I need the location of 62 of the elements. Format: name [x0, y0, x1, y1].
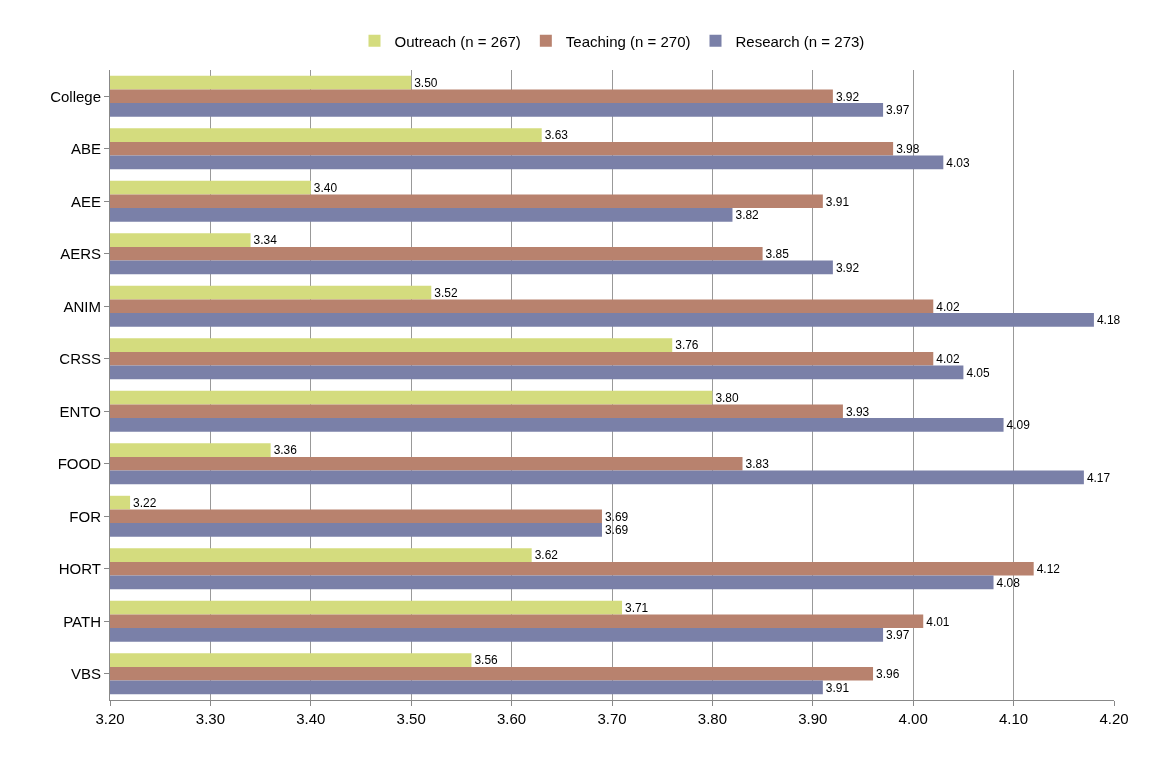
y-tick-label: FOOD	[57, 455, 102, 472]
legend-label: Outreach (n = 267)	[394, 32, 521, 50]
data-label: 4.08	[996, 575, 1021, 590]
data-label: 3.92	[835, 89, 860, 104]
y-tick-label: PATH	[63, 612, 101, 630]
x-tick-label: 3.20	[95, 710, 125, 727]
data-label: 3.92	[835, 260, 860, 275]
data-label: 3.85	[765, 247, 790, 262]
data-label: 3.34	[253, 233, 278, 248]
data-label: 3.40	[313, 180, 338, 195]
data-label: 3.96	[876, 667, 900, 682]
x-tick-label: 3.50	[396, 710, 426, 727]
data-label: 3.93	[845, 404, 870, 419]
y-tick-label: CRSS	[59, 350, 101, 367]
data-label: 3.22	[133, 495, 157, 510]
legend-label: Teaching (n = 270)	[565, 32, 691, 50]
data-label: 3.76	[675, 338, 699, 353]
x-tick-label: 4.10	[999, 710, 1029, 727]
data-label: 3.69	[604, 523, 629, 538]
data-label: 3.52	[434, 285, 458, 300]
data-label: 4.18	[1096, 313, 1121, 328]
data-label: 3.91	[825, 680, 850, 695]
data-label: 3.80	[715, 390, 739, 405]
data-label: 4.17	[1086, 470, 1111, 485]
x-tick-label: 3.30	[195, 710, 225, 727]
data-label: 3.62	[534, 548, 559, 563]
y-tick-label: HORT	[58, 560, 101, 577]
y-tick-label: VBS	[70, 665, 101, 682]
x-tick-label: 3.70	[597, 710, 627, 727]
data-label: 4.09	[1006, 418, 1031, 433]
y-tick-label: ANIM	[63, 297, 101, 315]
x-tick-label: 3.40	[296, 710, 326, 727]
data-label: 3.91	[825, 194, 850, 209]
x-tick-label: 3.60	[497, 710, 527, 727]
data-label: 4.02	[936, 352, 960, 367]
data-label: 3.98	[896, 142, 920, 157]
data-label: 3.50	[414, 75, 438, 90]
y-tick-label: FOR	[69, 507, 102, 525]
y-tick-label: ABE	[70, 140, 101, 157]
x-tick-label: 3.90	[798, 710, 828, 727]
y-tick-label: AEE	[70, 192, 101, 210]
data-label: 3.36	[273, 443, 298, 458]
x-tick-label: 3.80	[697, 710, 727, 727]
data-label: 3.56	[474, 653, 499, 668]
data-label: 3.71	[625, 600, 649, 615]
data-label: 4.05	[966, 365, 990, 380]
data-label: 3.82	[735, 208, 760, 223]
y-tick-label: AERS	[60, 245, 101, 262]
x-tick-label: 4.20	[1099, 710, 1129, 727]
y-tick-label: ENTO	[59, 402, 101, 420]
legend-label: Research (n = 273)	[735, 32, 865, 50]
x-tick-label: 4.00	[898, 710, 928, 727]
data-label: 3.69	[604, 509, 629, 524]
data-label: 3.83	[745, 457, 770, 472]
data-label: 4.01	[926, 614, 950, 629]
y-tick-label: College	[50, 87, 101, 105]
data-label: 3.63	[544, 128, 569, 143]
data-label: 3.97	[886, 103, 910, 118]
data-label: 4.02	[936, 299, 960, 314]
data-label: 4.12	[1036, 562, 1061, 577]
data-label: 4.03	[946, 155, 970, 170]
data-label: 3.97	[886, 628, 910, 643]
